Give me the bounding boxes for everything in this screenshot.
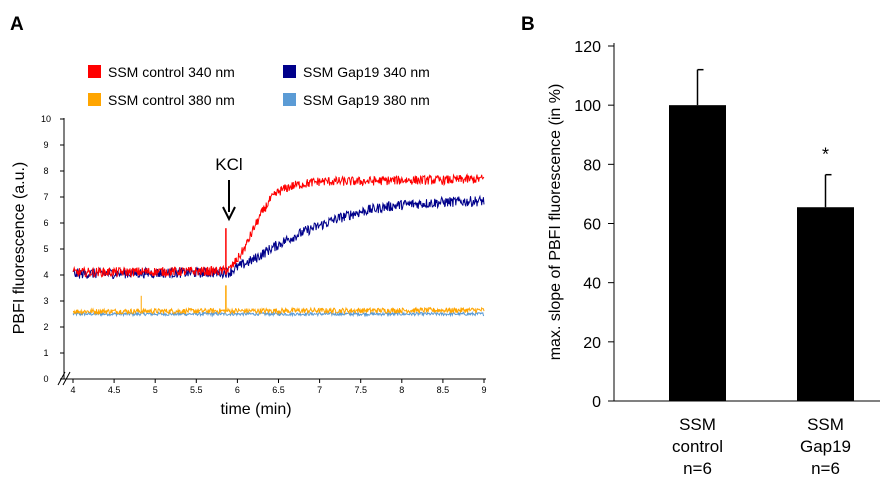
series-line-gap19-380 [72, 310, 485, 318]
legend-swatch-gap19-340 [283, 65, 296, 78]
y-tick-label: 60 [583, 217, 601, 234]
legend-swatch-gap19-380 [283, 93, 296, 106]
y-axis-label-a: PBFI fluorescence (a.u.) [11, 162, 28, 335]
x-tick-label: 4 [70, 385, 75, 395]
x-ticks-a: 4 4.5 5 5.5 6 6.5 7 7.5 8 8.5 9 [70, 379, 487, 395]
y-tick-label: 20 [583, 335, 601, 352]
legend-swatch-control-340 [88, 65, 101, 78]
category-label: Gap19 [800, 437, 851, 456]
y-tick-label: 0 [43, 374, 48, 384]
series-line-control-340 [72, 172, 485, 278]
category-label: SSM [679, 415, 716, 434]
legend-label-gap19-340: SSM Gap19 340 nm [303, 64, 430, 80]
plot-area-a [72, 172, 485, 318]
kcl-annotation-label: KCl [215, 155, 242, 174]
category-label: control [672, 437, 723, 456]
y-tick-label: 10 [41, 114, 51, 124]
legend-label-control-340: SSM control 340 nm [108, 64, 235, 80]
significance-marker: * [822, 145, 829, 165]
x-tick-label: 7 [317, 385, 322, 395]
category-label: n=6 [811, 459, 840, 478]
y-tick-label: 100 [574, 98, 601, 115]
bar-Gap19 [797, 207, 854, 401]
series-line-gap19-340 [72, 194, 485, 280]
bar-control [669, 105, 726, 402]
x-tick-label: 8.5 [437, 385, 450, 395]
x-tick-label: 8 [399, 385, 404, 395]
y-tick-label: 40 [583, 276, 601, 293]
x-tick-label: 9 [481, 385, 486, 395]
y-tick-label: 9 [43, 140, 48, 150]
x-tick-label: 7.5 [354, 385, 367, 395]
y-tick-label: 8 [43, 166, 48, 176]
panel-b-label: B [521, 14, 535, 35]
y-ticks-b: 0 20 40 60 80 100 120 [574, 39, 614, 411]
y-tick-label: 80 [583, 157, 601, 174]
category-label: SSM [807, 415, 844, 434]
category-label: n=6 [683, 459, 712, 478]
x-axis-label-a: time (min) [220, 401, 291, 418]
y-tick-label: 7 [43, 192, 48, 202]
legend-a: SSM control 340 nm SSM Gap19 340 nm SSM … [88, 64, 430, 108]
y-tick-label: 0 [592, 394, 601, 411]
axis-break-mark [62, 371, 71, 386]
y-tick-label: 6 [43, 218, 48, 228]
category-labels-b: SSM control n=6 SSM Gap19 n=6 [672, 415, 851, 478]
x-tick-label: 4.5 [108, 385, 121, 395]
y-tick-label: 120 [574, 39, 601, 56]
y-tick-label: 5 [43, 244, 48, 254]
bars-b: * [669, 68, 854, 402]
x-tick-label: 5.5 [190, 385, 203, 395]
y-tick-label: 3 [43, 296, 48, 306]
panel-a-label: A [10, 14, 24, 35]
x-tick-label: 6.5 [272, 385, 285, 395]
y-ticks-a: 0 1 2 3 4 5 6 7 8 9 10 [41, 114, 64, 384]
y-tick-label: 4 [43, 270, 48, 280]
y-tick-label: 1 [43, 348, 48, 358]
x-tick-label: 5 [153, 385, 158, 395]
kcl-arrow-head [222, 206, 236, 222]
legend-label-control-380: SSM control 380 nm [108, 92, 235, 108]
legend-label-gap19-380: SSM Gap19 380 nm [303, 92, 430, 108]
x-tick-label: 6 [235, 385, 240, 395]
y-tick-label: 2 [43, 322, 48, 332]
y-axis-label-b: max. slope of PBFI fluorescence (in %) [547, 84, 564, 361]
legend-swatch-control-380 [88, 93, 101, 106]
